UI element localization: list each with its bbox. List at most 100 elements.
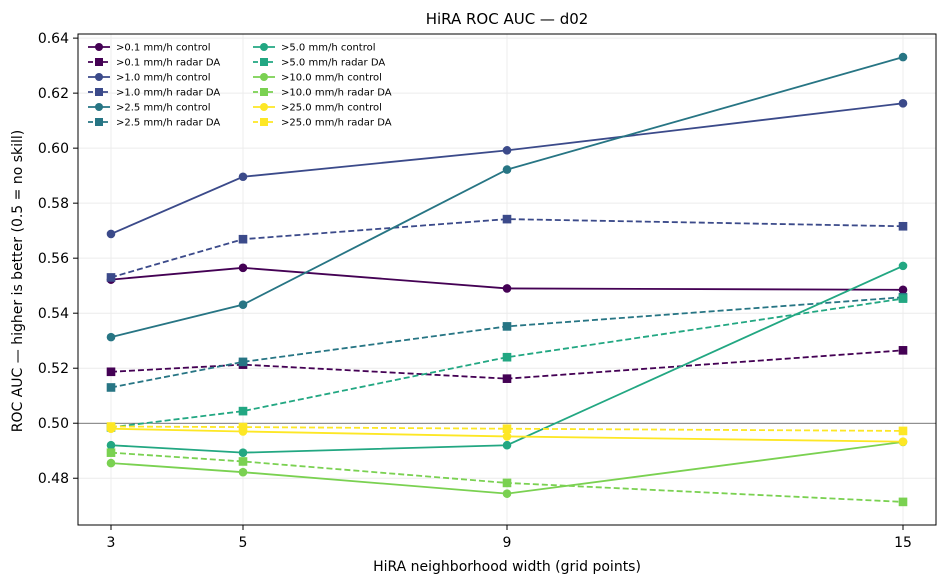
data-point [898, 221, 908, 231]
data-point [898, 497, 908, 507]
data-point [898, 52, 908, 62]
series-line [110, 56, 904, 339]
series-line [110, 441, 904, 495]
y-tick-label: 0.50 [38, 416, 69, 432]
data-point [238, 234, 248, 244]
data-point [502, 374, 512, 383]
series-line [110, 425, 904, 432]
legend-label: >25.0 mm/h control [281, 103, 382, 114]
data-point [898, 437, 908, 446]
legend-marker [95, 103, 103, 111]
x-tick-label: 3 [107, 535, 116, 551]
data-point [502, 478, 512, 488]
data-point [502, 440, 512, 450]
legend-entry: >0.1 mm/h radar DA [88, 58, 220, 69]
legend-label: >1.0 mm/h control [116, 73, 211, 84]
legend-marker [95, 73, 103, 81]
legend-label: >10.0 mm/h radar DA [281, 88, 392, 99]
y-tick-label: 0.62 [38, 86, 69, 102]
x-tick-label: 9 [503, 535, 512, 551]
legend-entry: >1.0 mm/h radar DA [88, 88, 220, 99]
legend-entry: >1.0 mm/h control [88, 73, 211, 84]
legend-entry: >25.0 mm/h radar DA [253, 118, 392, 129]
y-tick-label: 0.52 [38, 361, 69, 377]
series-9 [106, 448, 908, 507]
data-point [502, 322, 512, 331]
data-point [238, 422, 248, 432]
data-point [502, 424, 512, 434]
data-point [106, 440, 116, 450]
x-axis-label: HiRA neighborhood width (grid points) [373, 559, 641, 575]
series-line [110, 427, 904, 443]
series-4 [106, 52, 908, 342]
legend-entry: >25.0 mm/h control [253, 103, 382, 114]
legend-label: >2.5 mm/h control [116, 103, 211, 114]
y-tick-label: 0.56 [38, 251, 69, 267]
y-tick-label: 0.48 [38, 471, 69, 487]
data-point [106, 367, 116, 377]
data-point [238, 263, 248, 273]
x-axis: 3 5 9 15 [107, 525, 912, 551]
series-line [110, 297, 904, 429]
data-point [898, 99, 908, 108]
legend-label: >5.0 mm/h control [281, 43, 376, 54]
series-11 [106, 422, 908, 436]
legend-label: >25.0 mm/h radar DA [281, 118, 392, 129]
legend-label: >10.0 mm/h control [281, 73, 382, 84]
data-point [238, 357, 248, 367]
legend-marker [260, 88, 268, 96]
legend-entry: >10.0 mm/h control [253, 73, 382, 84]
y-tick-label: 0.64 [38, 31, 69, 47]
data-point [238, 300, 248, 309]
series-line [110, 265, 904, 454]
data-point [502, 214, 512, 224]
data-point [106, 383, 116, 392]
series-line [110, 218, 904, 279]
data-point [238, 467, 248, 477]
data-point [106, 332, 116, 342]
data-point [502, 352, 512, 362]
x-tick-label: 15 [894, 535, 912, 551]
legend-label: >0.1 mm/h control [116, 43, 211, 54]
data-point [502, 432, 512, 441]
legend-label: >2.5 mm/h radar DA [116, 118, 220, 129]
series-2 [106, 99, 908, 239]
data-point [898, 426, 908, 436]
series-6 [106, 261, 908, 457]
data-point [502, 284, 512, 293]
data-point [106, 229, 116, 239]
legend-marker [260, 103, 268, 111]
legend-label: >1.0 mm/h radar DA [116, 88, 220, 99]
data-point [106, 448, 116, 457]
data-point [898, 346, 908, 355]
legend-marker [260, 118, 268, 126]
y-tick-label: 0.60 [38, 141, 69, 157]
legend-marker [95, 43, 103, 51]
data-point [502, 165, 512, 174]
legend-entry: >2.5 mm/h radar DA [88, 118, 220, 129]
data-point [238, 457, 248, 466]
series-line [110, 102, 904, 235]
series-line [110, 349, 904, 380]
legend-marker [260, 58, 268, 66]
y-axis-label: ROC AUC — higher is better (0.5 = no ski… [10, 130, 26, 433]
data-point [106, 273, 116, 282]
legend-marker [260, 43, 268, 51]
legend-label: >0.1 mm/h radar DA [116, 58, 220, 69]
legend-entry: >0.1 mm/h control [88, 43, 211, 54]
legend-marker [260, 73, 268, 81]
x-tick-label: 5 [239, 535, 248, 551]
series-line [110, 266, 904, 291]
legend-label: >5.0 mm/h radar DA [281, 58, 385, 69]
series-line [110, 451, 904, 503]
data-point [898, 285, 908, 295]
data-point [238, 172, 248, 182]
data-point [238, 448, 248, 457]
legend-entry: >5.0 mm/h control [253, 43, 376, 54]
series-line [110, 296, 904, 389]
legend: >0.1 mm/h control >0.1 mm/h radar DA >1.0 … [88, 43, 392, 129]
legend-entry: >5.0 mm/h radar DA [253, 58, 385, 69]
legend-entry: >10.0 mm/h radar DA [253, 88, 392, 99]
data-point [502, 146, 512, 155]
